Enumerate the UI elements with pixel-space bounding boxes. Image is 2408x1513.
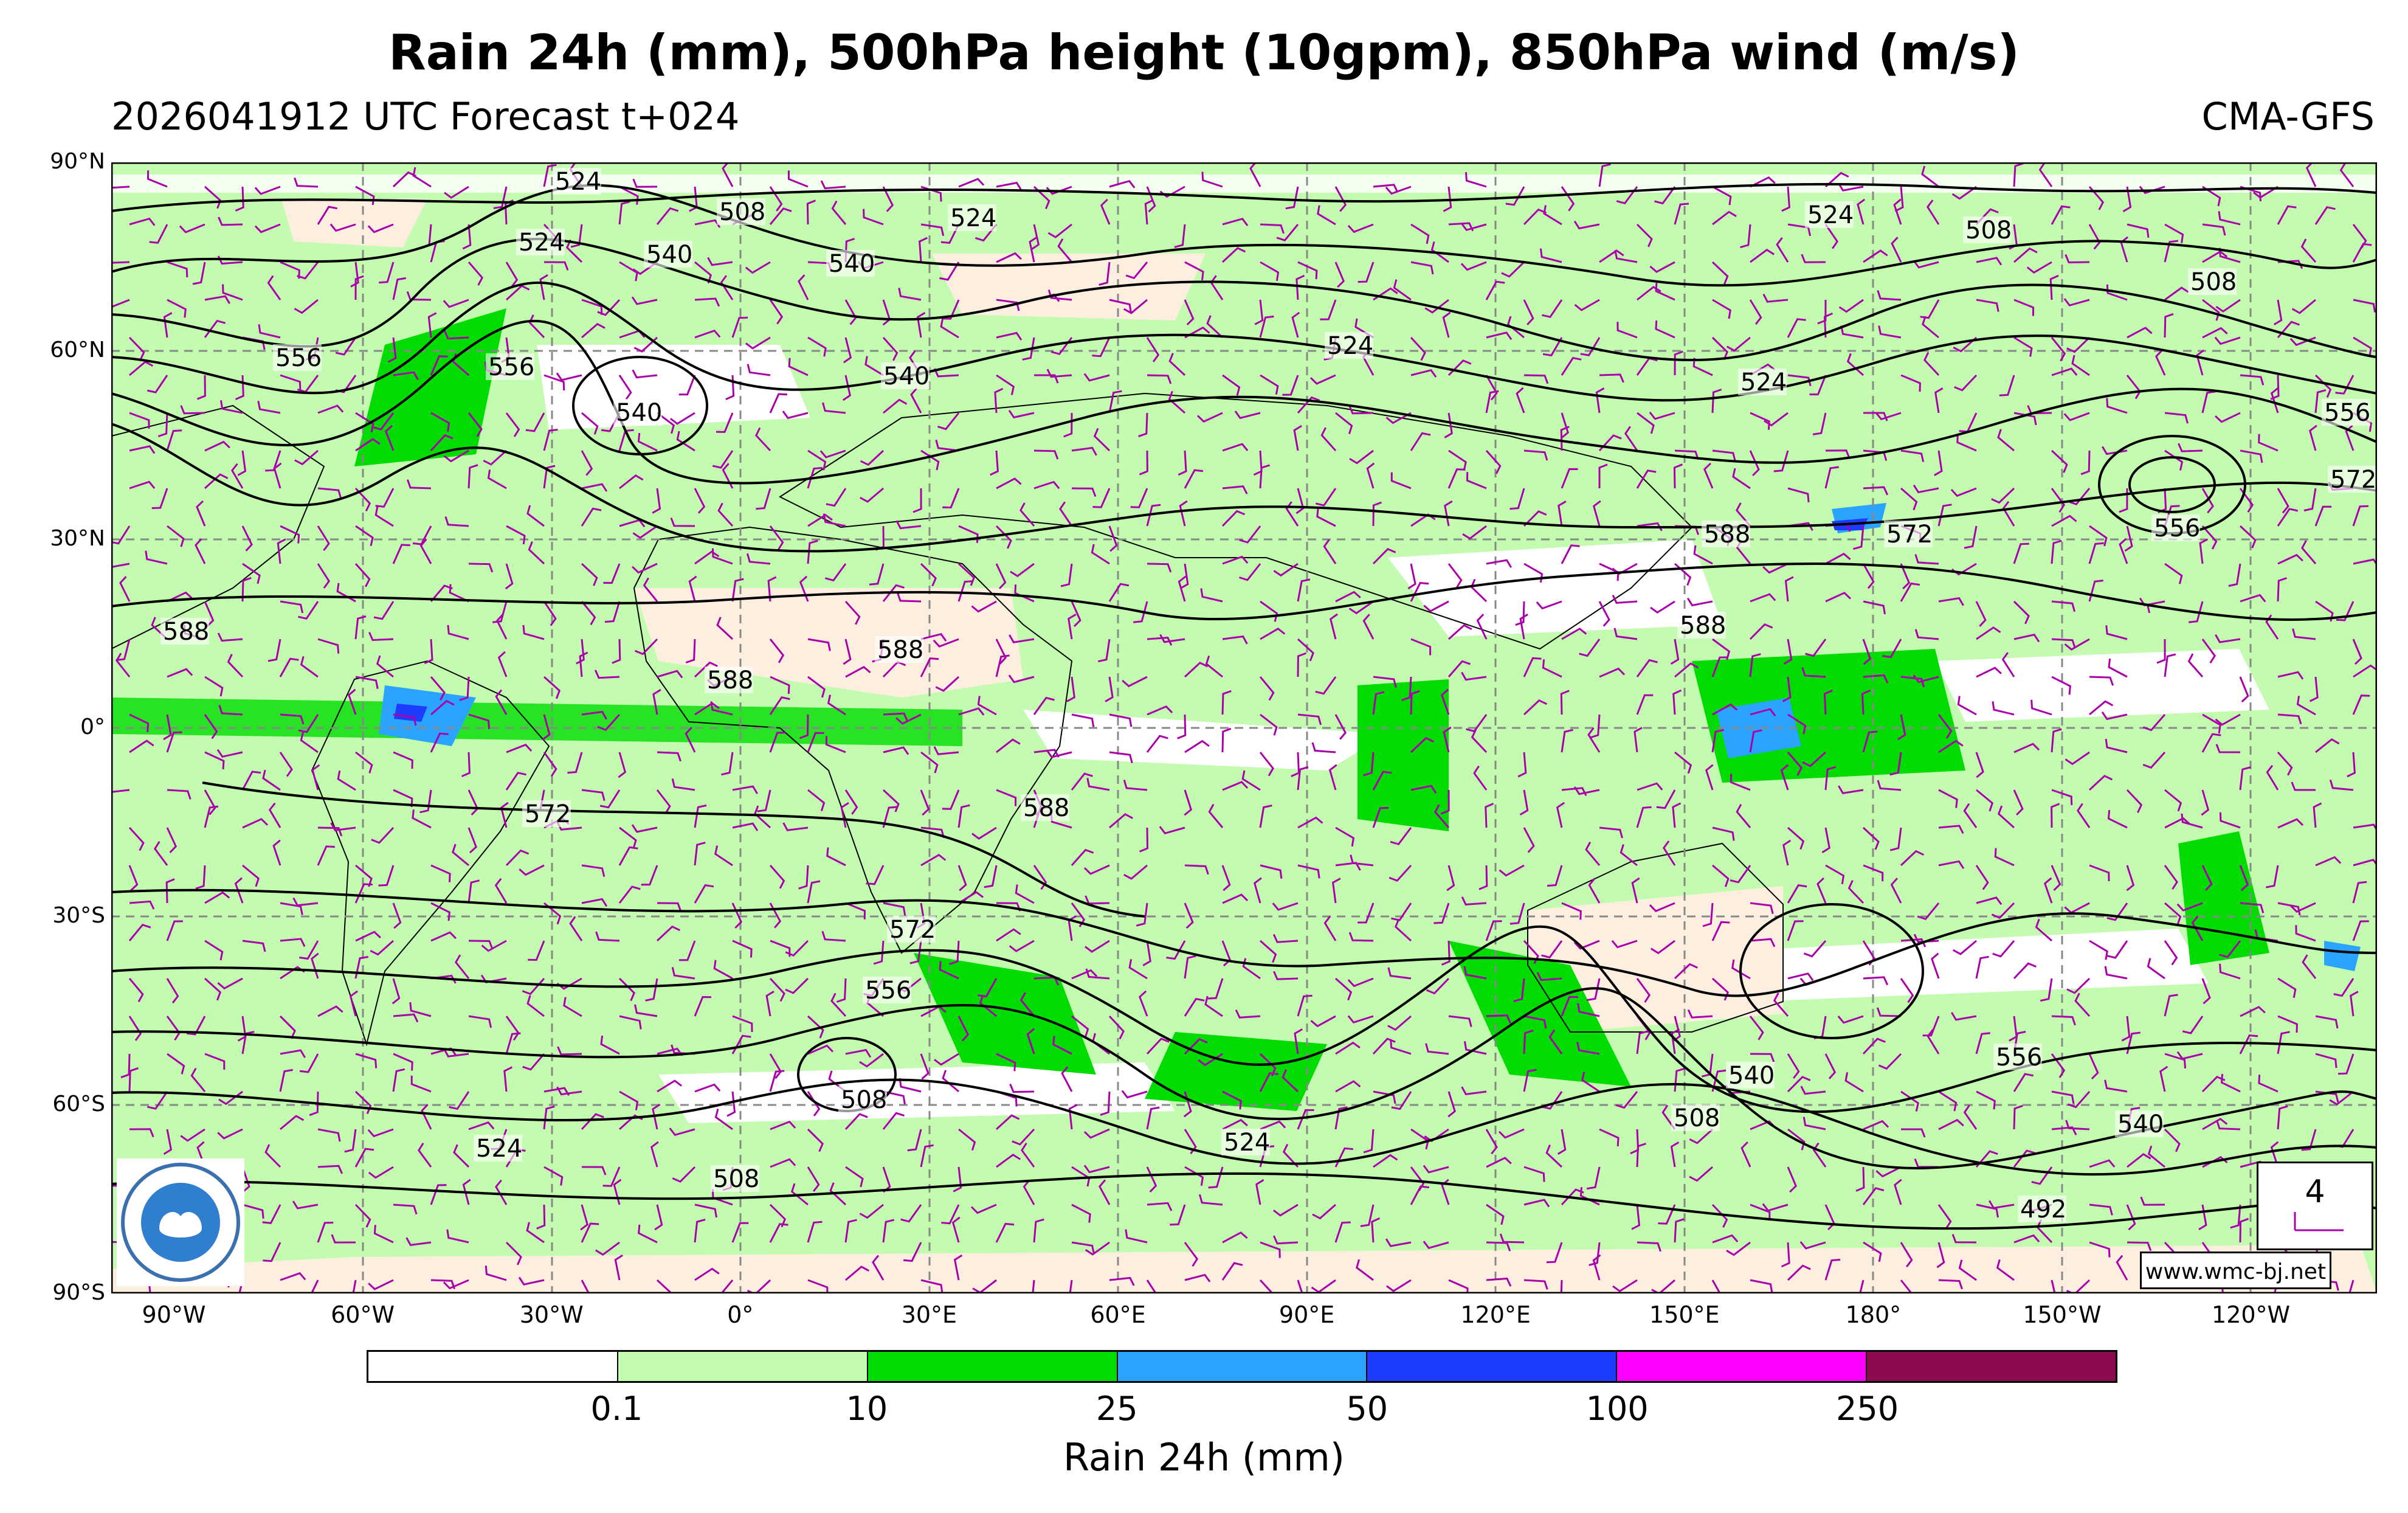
website-label: www.wmc-bj.net bbox=[2140, 1252, 2331, 1289]
contour-label: 540 bbox=[883, 362, 930, 390]
colorbar-segment bbox=[1367, 1352, 1618, 1381]
lon-label: 120°E bbox=[1460, 1301, 1531, 1328]
colorbar-segment bbox=[868, 1352, 1118, 1381]
lon-label: 30°W bbox=[519, 1301, 584, 1328]
contour-label: 556 bbox=[2324, 399, 2370, 427]
lat-label: 30°S bbox=[52, 903, 105, 928]
lat-label: 90°N bbox=[50, 149, 105, 174]
height-contours bbox=[111, 182, 2377, 1230]
model-name: CMA-GFS bbox=[2201, 94, 2375, 139]
lon-label: 150°E bbox=[1649, 1301, 1720, 1328]
contour-label: 588 bbox=[877, 636, 923, 664]
contour-label: 524 bbox=[1224, 1129, 1270, 1157]
lon-label: 90°W bbox=[142, 1301, 206, 1328]
contour-label: 556 bbox=[865, 977, 911, 1005]
lat-label: 90°S bbox=[52, 1280, 105, 1305]
lon-label: 60°E bbox=[1090, 1301, 1146, 1328]
colorbar-tick: 0.1 bbox=[590, 1390, 643, 1428]
contour-label: 524 bbox=[1807, 201, 1854, 229]
contour-label: 492 bbox=[2020, 1196, 2066, 1224]
contour-label: 588 bbox=[707, 666, 753, 694]
colorbar-tick: 25 bbox=[1095, 1390, 1138, 1428]
lon-label: 120°W bbox=[2212, 1301, 2291, 1328]
colorbar-tick: 250 bbox=[1836, 1390, 1899, 1428]
contour-label: 556 bbox=[2154, 514, 2200, 542]
moderate-rain-areas bbox=[111, 308, 2269, 1111]
lat-label: 60°S bbox=[52, 1092, 105, 1117]
contour-label: 556 bbox=[488, 353, 534, 381]
chart-title: Rain 24h (mm), 500hPa height (10gpm), 85… bbox=[388, 24, 2020, 81]
contour-label: 508 bbox=[713, 1165, 759, 1193]
lon-label: 30°E bbox=[901, 1301, 957, 1328]
contour-label: 524 bbox=[476, 1135, 522, 1163]
wind-reference-box bbox=[2257, 1162, 2373, 1250]
contour-label: 524 bbox=[950, 204, 996, 232]
lon-label: 180° bbox=[1845, 1301, 1902, 1328]
colorbar-segment bbox=[1117, 1352, 1368, 1381]
forecast-subtitle: 2026041912 UTC Forecast t+024 bbox=[111, 94, 740, 139]
contour-label: 540 bbox=[829, 250, 875, 278]
colorbar-segment bbox=[368, 1352, 618, 1381]
contour-label: 524 bbox=[555, 168, 601, 196]
cma-logo bbox=[117, 1158, 244, 1286]
lat-label: 30°N bbox=[50, 526, 105, 551]
lon-label: 0° bbox=[727, 1301, 754, 1328]
lon-label: 90°E bbox=[1278, 1301, 1335, 1328]
contour-label: 508 bbox=[1965, 216, 2012, 244]
contour-label: 540 bbox=[1728, 1062, 1775, 1090]
contour-label: 556 bbox=[275, 344, 322, 372]
weather-map: 524 508 524 524 540 540 524 508 508 556 540 556 540 5… bbox=[111, 162, 2377, 1293]
contour-label: 588 bbox=[1680, 612, 1726, 640]
contour-label: 588 bbox=[1023, 794, 1069, 822]
contour-label: 540 bbox=[2117, 1110, 2164, 1138]
contour-label: 540 bbox=[646, 241, 692, 269]
colorbar-tick: 100 bbox=[1585, 1390, 1649, 1428]
contour-label: 524 bbox=[1740, 369, 1787, 396]
contour-label: 572 bbox=[525, 800, 571, 828]
colorbar-tick: 50 bbox=[1346, 1390, 1389, 1428]
colorbar-tick: 10 bbox=[846, 1390, 888, 1428]
lat-label: 60°N bbox=[50, 338, 105, 362]
contour-label: 572 bbox=[2330, 466, 2376, 494]
colorbar-segment bbox=[1867, 1352, 2116, 1381]
grid-lines bbox=[111, 162, 2377, 1293]
colorbar-segment bbox=[618, 1352, 868, 1381]
dry-land-shading bbox=[111, 199, 2377, 1293]
contour-label: 540 bbox=[616, 399, 662, 427]
colorbar-segment bbox=[1617, 1352, 1868, 1381]
wind-barbs bbox=[111, 162, 2377, 1293]
contour-label: 524 bbox=[519, 229, 565, 257]
contour-label: 508 bbox=[841, 1086, 887, 1114]
dry-regions bbox=[111, 175, 2377, 1123]
contour-label: 524 bbox=[1327, 332, 1373, 360]
wind-reference-value: 4 bbox=[2305, 1174, 2325, 1210]
contour-label: 588 bbox=[1704, 521, 1750, 549]
colorbar-label: Rain 24h (mm) bbox=[1063, 1435, 1345, 1480]
colorbar bbox=[367, 1350, 2117, 1383]
contour-label: 572 bbox=[1886, 521, 1933, 549]
lon-label: 60°W bbox=[331, 1301, 395, 1328]
contour-labels: 524 508 524 524 540 540 524 508 508 556 540 556 540 5… bbox=[160, 168, 2376, 1224]
lon-label: 150°W bbox=[2023, 1301, 2102, 1328]
contour-label: 508 bbox=[1674, 1104, 1720, 1132]
contour-label: 508 bbox=[2190, 268, 2237, 296]
contour-label: 508 bbox=[719, 198, 765, 226]
lat-label: 0° bbox=[80, 715, 105, 739]
contour-label: 556 bbox=[1996, 1044, 2042, 1072]
contour-label: 588 bbox=[163, 618, 209, 646]
contour-label: 572 bbox=[889, 916, 936, 944]
